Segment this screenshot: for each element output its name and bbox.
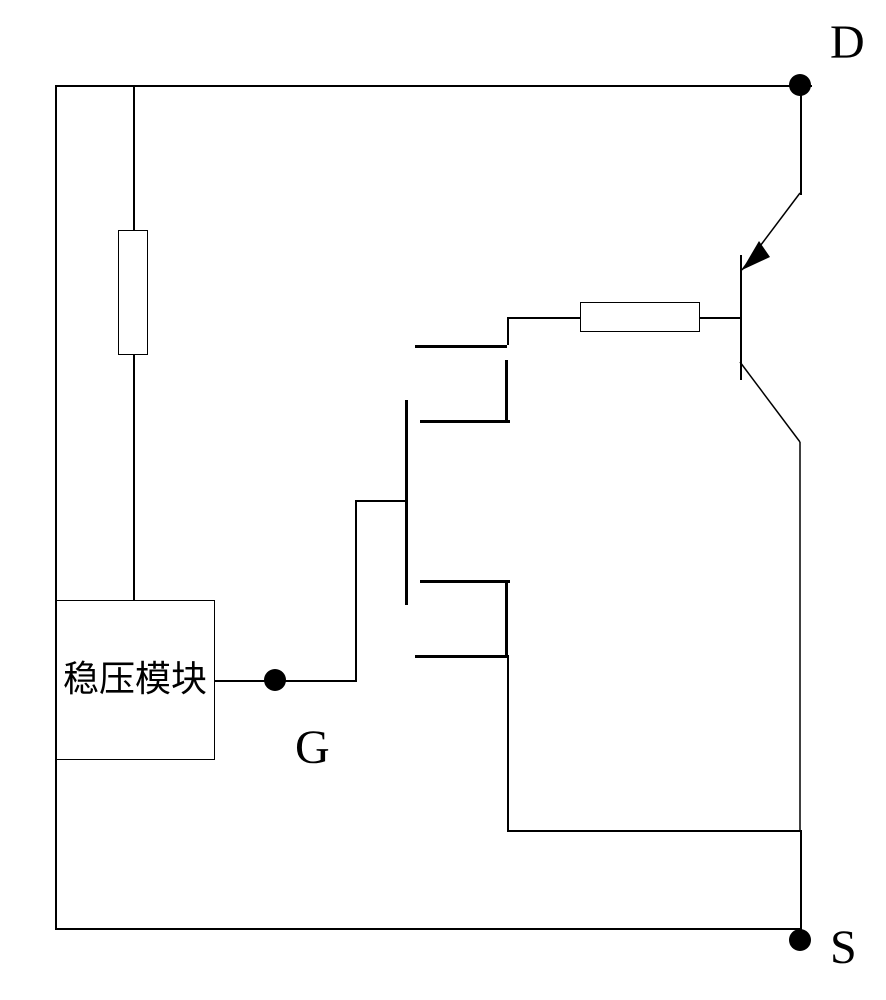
circuit-diagram: D G S 稳压模块 [0,0,886,1000]
transistor-lines [0,0,886,1000]
